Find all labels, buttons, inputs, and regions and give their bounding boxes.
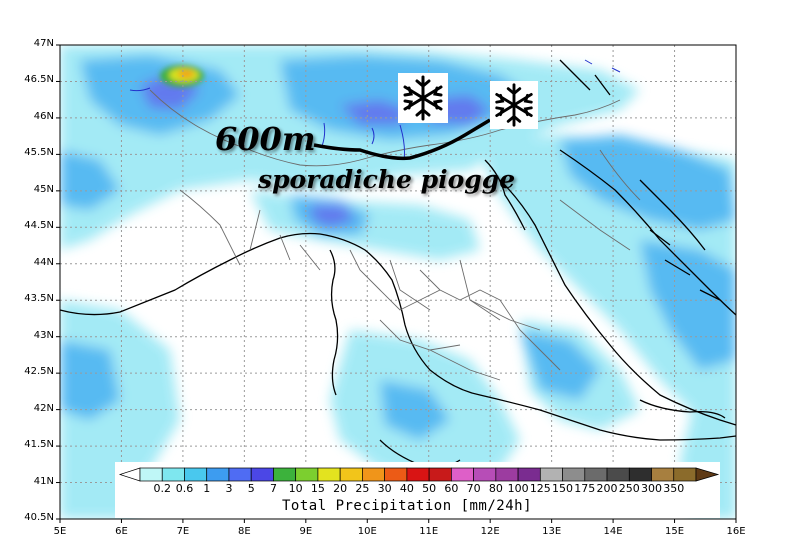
legend-swatch <box>673 467 697 482</box>
legend-label: 20 <box>333 482 348 495</box>
legend-label: 70 <box>466 482 481 495</box>
legend-label: 175 <box>574 482 596 495</box>
longitude-label: 14E <box>603 526 623 537</box>
latitude-label: 41N <box>33 475 54 487</box>
latitude-label: 45N <box>33 183 54 195</box>
altitude-annotation: 600m <box>215 120 316 158</box>
latitude-label: 44.5N <box>24 220 54 232</box>
longitude-label: 9E <box>299 526 313 537</box>
legend-swatch <box>428 467 452 482</box>
legend-label: 100 <box>507 482 529 495</box>
legend-swatch <box>584 467 608 482</box>
legend-swatch <box>517 467 541 482</box>
legend-label: 0.2 <box>153 482 171 495</box>
legend-swatch <box>339 467 363 482</box>
legend-colorbar <box>115 462 720 518</box>
legend-label: 50 <box>422 482 437 495</box>
longitude-label: 8E <box>238 526 251 537</box>
legend-label: 1 <box>203 482 211 495</box>
latitude-label: 42N <box>33 402 54 414</box>
legend-swatch <box>139 467 163 482</box>
legend-label: 200 <box>596 482 618 495</box>
latitude-label: 46.5N <box>24 74 54 86</box>
longitude-label: 5E <box>53 526 67 537</box>
legend-swatch <box>539 467 563 482</box>
legend-label: 10 <box>288 482 303 495</box>
rain-annotation: sporadiche piogge <box>258 165 516 194</box>
legend-swatch <box>406 467 430 482</box>
latitude-label: 46N <box>33 110 54 122</box>
legend-swatch <box>495 467 519 482</box>
legend-title: Total Precipitation [mm/24h] <box>282 498 533 514</box>
precipitation-field <box>60 45 736 519</box>
legend-label: 0.6 <box>175 482 194 495</box>
longitude-label: 13E <box>542 526 562 537</box>
legend-swatch <box>273 467 297 482</box>
longitude-label: 6E <box>115 526 128 537</box>
legend-swatch <box>362 467 385 482</box>
longitude-label: 10E <box>357 526 377 537</box>
legend-swatch <box>184 467 208 482</box>
latitude-label: 45.5N <box>24 147 54 159</box>
legend-swatch <box>628 467 652 482</box>
longitude-label: 7E <box>176 526 190 537</box>
latitude-label: 43.5N <box>24 293 54 305</box>
legend-label: 350 <box>663 482 685 495</box>
legend-swatch <box>295 467 319 482</box>
legend-swatch <box>651 467 675 482</box>
legend-arrow-high <box>695 467 720 482</box>
borders <box>149 89 641 381</box>
legend-swatch <box>161 467 185 482</box>
legend-label: 150 <box>552 482 574 495</box>
snowflake-icon <box>398 73 448 123</box>
legend-swatch <box>606 467 630 482</box>
legend-label: 125 <box>529 482 551 495</box>
legend-swatch <box>250 467 274 482</box>
legend-swatch <box>384 467 408 482</box>
legend-swatch <box>473 467 497 482</box>
map-frame <box>59 44 737 520</box>
legend-label: 60 <box>444 482 459 495</box>
legend-label: 80 <box>488 482 503 495</box>
coastlines <box>59 59 737 468</box>
legend-label: 30 <box>377 482 392 495</box>
snow-line <box>313 118 491 161</box>
legend-label: 300 <box>641 482 663 495</box>
lakes <box>129 59 621 161</box>
latitude-label: 40.5N <box>24 512 54 523</box>
longitude-label: 11E <box>419 526 439 537</box>
legend-label: 40 <box>399 482 414 495</box>
latitude-label: 44N <box>33 256 54 268</box>
latitude-label: 41.5N <box>24 439 54 451</box>
legend-swatch <box>317 467 341 482</box>
legend-swatch <box>228 467 252 482</box>
longitude-label: 12E <box>480 526 500 537</box>
legend-swatch <box>206 467 230 482</box>
legend-label: 7 <box>269 482 277 495</box>
legend-label: 5 <box>247 482 255 495</box>
latitude-label: 47N <box>33 38 54 49</box>
legend-label: 25 <box>355 482 370 495</box>
legend-label: 15 <box>310 482 325 495</box>
longitude-label: 16E <box>726 526 746 537</box>
latitude-label: 43N <box>33 329 54 341</box>
legend-label: 3 <box>225 482 233 495</box>
legend-swatch <box>451 467 474 482</box>
snowflake-icon <box>490 81 538 129</box>
legend-label: 250 <box>618 482 640 495</box>
longitude-label: 15E <box>665 526 685 537</box>
latitude-label: 42.5N <box>24 366 54 378</box>
legend-swatch <box>562 467 586 482</box>
